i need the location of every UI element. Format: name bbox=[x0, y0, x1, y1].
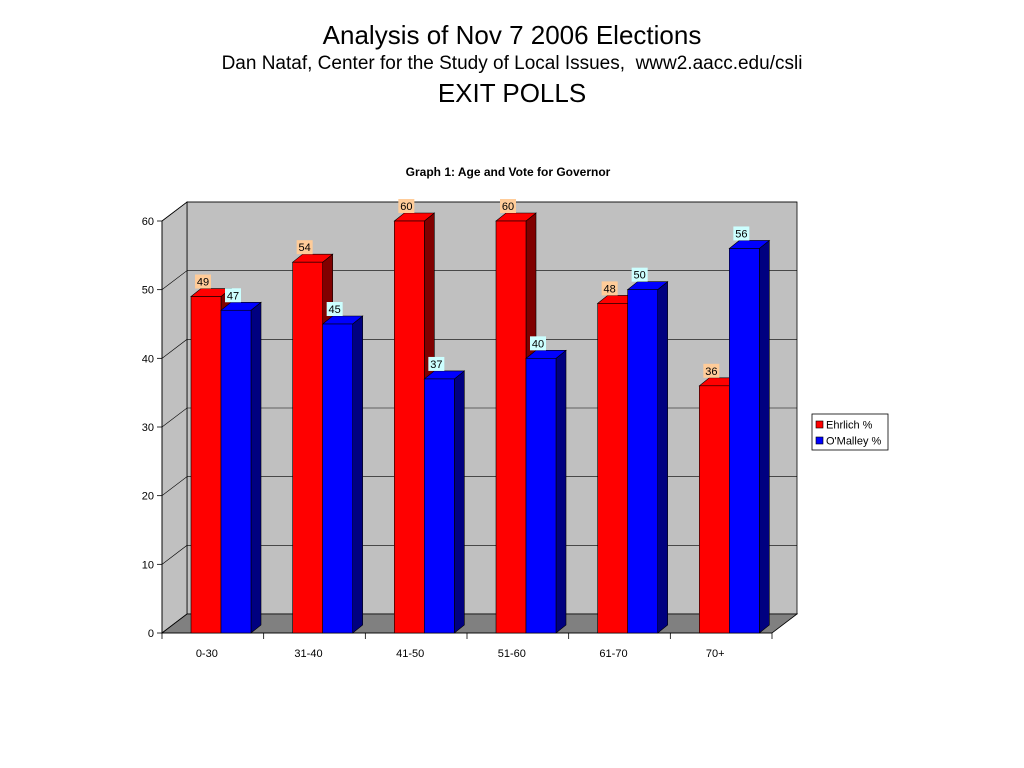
bar-front bbox=[190, 296, 222, 634]
axes: 0 10 20 30 40 50 60 0-30 31-40 41-50 51-60 61-70 70+ bbox=[142, 216, 773, 660]
data-label-bg bbox=[296, 240, 313, 255]
x-tick-label: 0-30 bbox=[196, 648, 218, 660]
gridline bbox=[161, 339, 797, 359]
y-tick-label: 0 bbox=[148, 628, 154, 640]
data-label-bg bbox=[601, 281, 618, 296]
data-label: 60 bbox=[500, 199, 516, 213]
bar-front bbox=[220, 309, 252, 634]
gridline bbox=[161, 407, 797, 428]
bar-side bbox=[759, 239, 770, 634]
y-tick-label: 10 bbox=[142, 559, 154, 571]
data-label-text: 50 bbox=[634, 270, 646, 282]
bar-front bbox=[394, 220, 425, 634]
page-subtitle: Dan Nataf, Center for the Study of Local… bbox=[221, 53, 803, 74]
data-label-text: 56 bbox=[735, 228, 747, 240]
grid-lines bbox=[161, 201, 797, 565]
data-label-text: 48 bbox=[604, 283, 616, 295]
y-tick-label: 40 bbox=[142, 353, 154, 365]
data-label-bg bbox=[631, 267, 648, 282]
bar-front bbox=[597, 303, 628, 634]
page-header: Analysis of Nov 7 2006 Elections Dan Nat… bbox=[0, 18, 1024, 110]
data-label-bg bbox=[530, 336, 546, 351]
data-label-text: 49 bbox=[197, 277, 209, 289]
data-label-bg bbox=[225, 288, 241, 303]
data-label: 48 bbox=[601, 281, 618, 296]
legend-swatch bbox=[815, 420, 824, 429]
x-tick-label: 41-50 bbox=[396, 648, 424, 660]
gridline bbox=[161, 201, 797, 222]
data-labels: 49 47 54 45 60 37 60 40 48 50 36 56 bbox=[195, 199, 750, 378]
bar-front bbox=[495, 220, 527, 634]
bar-front bbox=[292, 261, 323, 634]
y-tick-label: 30 bbox=[142, 422, 154, 434]
data-label: 60 bbox=[398, 199, 415, 213]
bar-side bbox=[555, 349, 567, 634]
bar-side bbox=[250, 301, 262, 634]
x-tick-label: 51-60 bbox=[498, 648, 526, 660]
bar-front bbox=[627, 289, 658, 634]
data-label: 37 bbox=[428, 356, 445, 371]
data-label-bg bbox=[326, 302, 343, 316]
chart-title: Graph 1: Age and Vote for Governor bbox=[406, 165, 611, 179]
bar bbox=[728, 239, 771, 634]
data-label: 56 bbox=[733, 226, 750, 241]
x-tick-label: 61-70 bbox=[599, 648, 627, 660]
x-tick-label: 70+ bbox=[706, 648, 725, 660]
legend-label: Ehrlich % bbox=[826, 420, 873, 432]
bar bbox=[423, 370, 466, 634]
data-label-bg bbox=[195, 274, 211, 289]
bar bbox=[525, 349, 567, 634]
section-title: EXIT POLLS bbox=[437, 78, 587, 108]
data-label-bg bbox=[398, 199, 415, 213]
bar-side bbox=[454, 370, 465, 634]
bar-front bbox=[699, 385, 730, 634]
legend-box bbox=[811, 413, 889, 451]
data-label-text: 37 bbox=[430, 359, 442, 371]
data-label-bg bbox=[500, 199, 516, 213]
data-label: 47 bbox=[225, 288, 241, 303]
legend: Ehrlich % O'Malley % bbox=[811, 413, 889, 451]
gridline bbox=[161, 545, 797, 565]
data-label-bg bbox=[703, 363, 720, 378]
data-label-bg bbox=[733, 226, 750, 241]
legend-item: O'Malley % bbox=[815, 436, 881, 448]
data-label: 50 bbox=[631, 267, 648, 282]
bar-front bbox=[525, 358, 557, 634]
data-label: 36 bbox=[703, 363, 720, 378]
bar-front bbox=[729, 248, 760, 634]
data-label-text: 54 bbox=[299, 242, 311, 254]
y-tick-label: 20 bbox=[142, 491, 154, 503]
data-label: 54 bbox=[296, 240, 313, 255]
bar-side bbox=[657, 281, 668, 634]
data-label-text: 47 bbox=[227, 290, 239, 302]
data-label-text: 36 bbox=[705, 366, 717, 378]
legend-label: O'Malley % bbox=[826, 436, 881, 448]
bar-front bbox=[424, 378, 455, 634]
data-label: 45 bbox=[326, 302, 343, 316]
data-label-text: 40 bbox=[532, 338, 544, 350]
gridline bbox=[161, 476, 797, 496]
y-tick-label: 60 bbox=[142, 216, 154, 228]
x-tick-label: 31-40 bbox=[294, 648, 322, 660]
bar-side bbox=[352, 315, 363, 634]
bar bbox=[626, 281, 669, 634]
legend-swatch bbox=[815, 436, 824, 445]
data-label-text: 60 bbox=[502, 201, 514, 213]
data-label: 40 bbox=[530, 336, 546, 351]
data-label-text: 45 bbox=[329, 304, 341, 316]
bar bbox=[220, 301, 262, 634]
bar-front bbox=[322, 323, 353, 634]
bars bbox=[190, 212, 771, 634]
data-label-bg bbox=[428, 356, 445, 371]
data-label: 49 bbox=[195, 274, 211, 289]
bar bbox=[321, 315, 364, 634]
page-title: Analysis of Nov 7 2006 Elections bbox=[322, 20, 702, 50]
data-label-text: 60 bbox=[400, 201, 412, 213]
gridline bbox=[161, 270, 797, 290]
y-tick-label: 50 bbox=[142, 285, 154, 297]
legend-item: Ehrlich % bbox=[815, 420, 873, 432]
